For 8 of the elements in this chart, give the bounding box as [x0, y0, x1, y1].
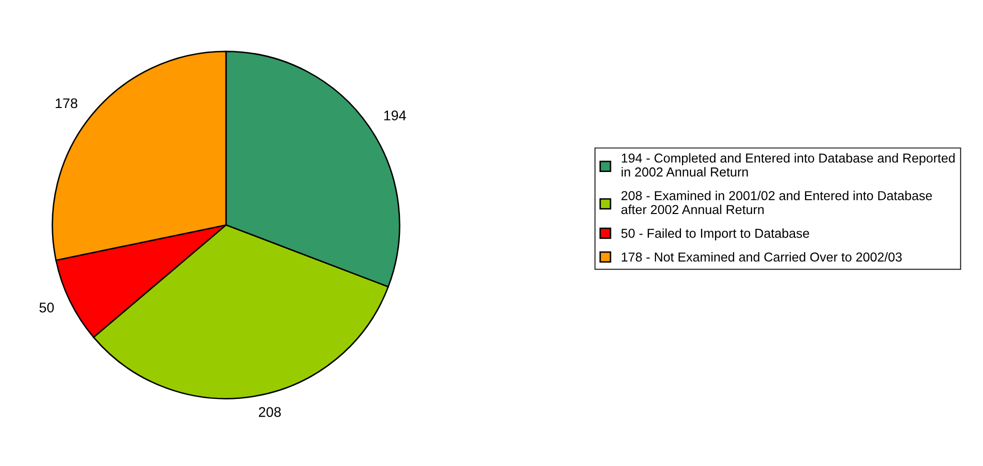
- data-label: 208: [258, 407, 281, 417]
- legend-label: 178 - Not Examined and Carried Over to 2002/03: [622, 252, 902, 262]
- legend-label: 50 - Failed to Import to Database: [621, 228, 810, 240]
- data-label: 50: [39, 302, 54, 312]
- legend-label: 208 - Examined in 2001/02 and Entered into Database after 2002 Annual Return: [621, 190, 932, 214]
- data-label: 178: [56, 98, 78, 108]
- data-label: 194: [384, 110, 406, 120]
- legend-label: 194 - Completed and Entered into Database and Reported in 2002 Annual Return: [622, 153, 955, 177]
